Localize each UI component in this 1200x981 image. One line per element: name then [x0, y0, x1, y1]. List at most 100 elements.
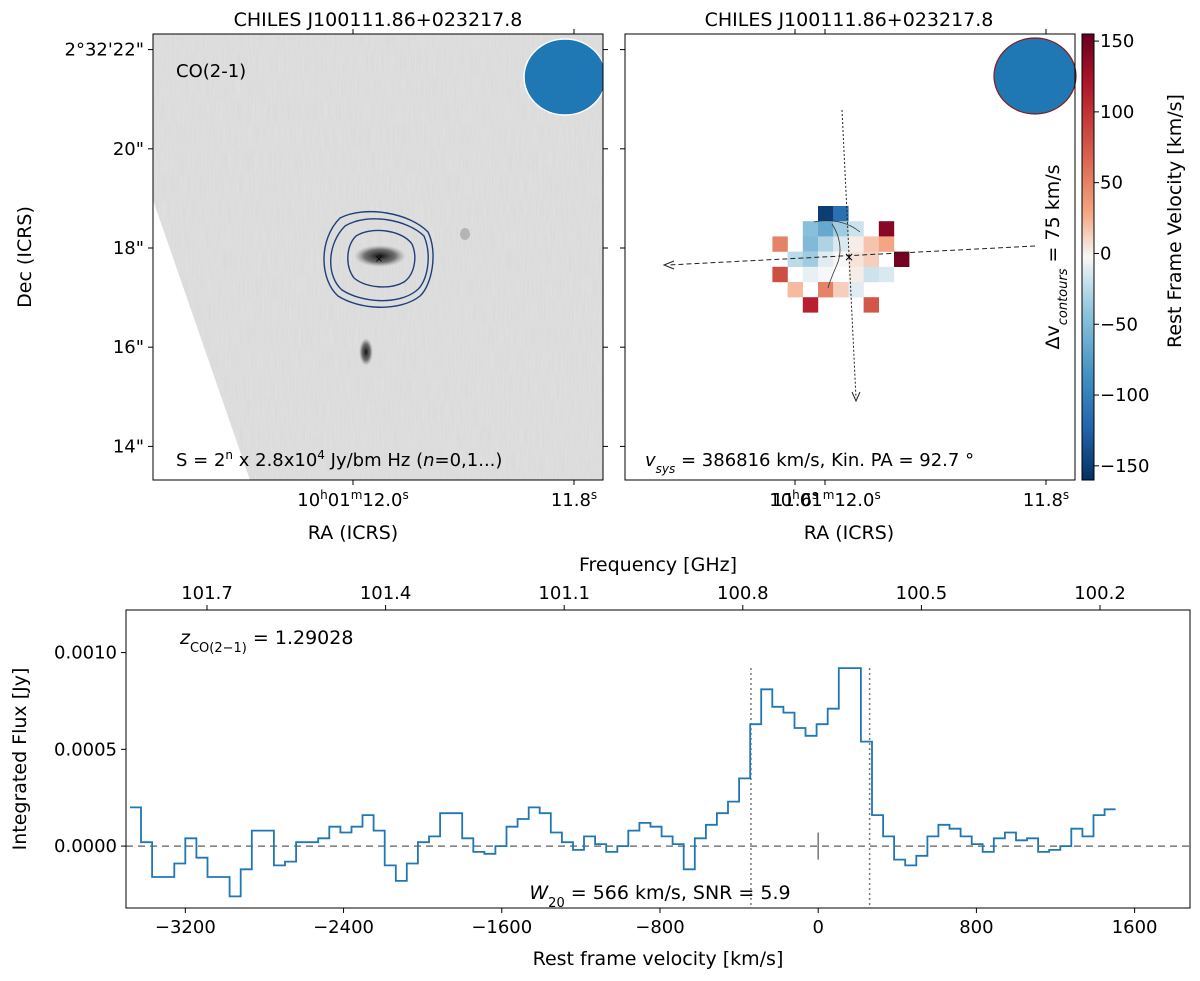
velocity-pixel [863, 251, 879, 267]
velocity-pixel [878, 266, 895, 283]
velocity-pixel [772, 266, 788, 283]
velocity-pixel [894, 251, 910, 267]
colorbar-ticks: 150 100 50 0 −50 −100 −150 [1094, 31, 1149, 477]
left-panel-title: CHILES J100111.86+023217.8 [234, 9, 523, 31]
left-y-axis: 2°32'22" 20" 18" 16" 14" [65, 40, 608, 457]
velocity-pixel [818, 266, 834, 283]
left-frame [152, 33, 604, 481]
secondary-blob [359, 338, 373, 366]
colorbar-tick-label: 100 [1100, 102, 1134, 123]
velocity-pixel [848, 266, 864, 283]
frequency-tick-label: 101.4 [360, 583, 412, 604]
velocity-pixel [833, 251, 849, 267]
y-tick-label: 18" [113, 238, 144, 259]
velocity-pixel [802, 221, 819, 237]
x-tick-label: 11.6s [772, 488, 818, 511]
right-panel: CHILES J100111.86+023217.8 × vsys = 3868… [620, 9, 1077, 544]
velocity-pixel [833, 221, 849, 237]
colorbar-tick-label: −50 [1100, 314, 1138, 335]
y-tick-label: 16" [113, 337, 144, 358]
velocity-pixel [787, 282, 803, 298]
velocity-contours [813, 220, 861, 289]
major-axis-arrowhead [662, 260, 675, 270]
velocity-tick-label: −2400 [313, 917, 374, 938]
velocity-pixel [818, 251, 834, 267]
right-xlabel: RA (ICRS) [804, 522, 894, 544]
spectrum-plot-area [126, 667, 1190, 908]
velocity-pixel [848, 236, 864, 252]
y-tick-label: 2°32'22" [65, 40, 145, 61]
velocity-tick-label: −1600 [471, 917, 532, 938]
colorbar-tick-label: 50 [1100, 173, 1123, 194]
y-tick-label: 14" [113, 436, 144, 457]
minor-axis-line [841, 109, 857, 399]
velocity-pixel [848, 282, 864, 298]
velocity-pixel [848, 251, 864, 267]
velocity-tick-label: 1600 [1112, 917, 1158, 938]
kinematics-caption: vsys = 386816 km/s, Kin. PA = 92.7 ° [645, 450, 974, 476]
velocity-field [772, 206, 910, 313]
velocity-pixel [818, 236, 834, 252]
velocity-pixel [802, 266, 819, 283]
left-ylabel: Dec (ICRS) [14, 206, 36, 308]
velocity-tick-label: −3200 [155, 917, 216, 938]
velocity-pixel [772, 236, 788, 252]
contour-level-0 [323, 210, 434, 308]
minor-axis-arrowhead [851, 391, 861, 403]
kinematic-center-marker: × [844, 250, 854, 264]
spectrum-frame [125, 609, 1191, 909]
left-panel: CHILES J100111.86+023217.8 × CO(2-1) S =… [14, 9, 818, 544]
iso-velocity-line [827, 223, 841, 289]
velocity-tick-label: 0 [812, 917, 823, 938]
frequency-tick-label: 101.7 [181, 583, 233, 604]
spectrum-xlabel: Rest frame velocity [km/s] [533, 948, 784, 970]
flux-tick-label: 0.0010 [54, 643, 117, 664]
right-frame [624, 33, 1076, 481]
velocity-pixel [863, 297, 879, 313]
velocity-axis: −3200 −2400 −1600 −800 0 800 1600 [155, 908, 1158, 938]
colorbar-tick-label: −100 [1100, 385, 1149, 406]
iso-velocity-line [813, 220, 861, 233]
flux-axis: 0.0000 0.0005 0.0010 [54, 643, 126, 857]
velocity-pixel [833, 206, 849, 222]
colorbar-gradient [1081, 33, 1095, 481]
x-tick-label: 10h01m12.0s [297, 488, 408, 511]
image-blank-wedge [153, 34, 250, 480]
flux-tick-label: 0.0005 [54, 739, 117, 760]
spectrum-series [130, 667, 1116, 898]
frequency-axis-label: Frequency [GHz] [579, 554, 737, 576]
source-blob [354, 245, 406, 267]
frequency-tick-label: 101.1 [538, 583, 590, 604]
x-tick-label: 11.8s [551, 488, 597, 511]
velocity-pixel [833, 282, 849, 298]
w20-limits [750, 668, 871, 908]
colorbar-tick-label: 0 [1100, 243, 1111, 264]
beam-ellipse [523, 38, 603, 116]
colorbar: 150 100 50 0 −50 −100 −150 Rest Frame Velocity… [1081, 31, 1186, 481]
velocity-pixel [863, 236, 879, 252]
frequency-tick-label: 100.5 [896, 583, 948, 604]
velocity-tick-label: −800 [635, 917, 684, 938]
contour-level-1 [330, 218, 429, 302]
velocity-pixel [787, 251, 803, 267]
beam-ellipse-right [993, 37, 1077, 115]
kinematic-axes [662, 109, 1036, 403]
contour-spacing-note: Δvcontours = 75 km/s [1042, 164, 1071, 349]
flux-tick-label: 0.0000 [54, 836, 117, 857]
velocity-pixel [802, 297, 819, 313]
frequency-axis: 101.7 101.4 101.1 100.8 100.5 100.2 [181, 583, 1126, 610]
colorbar-tick-label: 150 [1100, 31, 1134, 52]
source-marker: × [375, 254, 383, 265]
velocity-pixel [878, 236, 895, 252]
velocity-pixel [818, 282, 834, 298]
spectrum-ylabel: Integrated Flux [Jy] [9, 668, 31, 851]
contour-level-2 [347, 229, 416, 288]
redshift-annotation: zCO(2−1) = 1.29028 [179, 627, 353, 656]
right-panel-title: CHILES J100111.86+023217.8 [705, 9, 994, 31]
velocity-pixel [818, 206, 834, 222]
right-y-axis [620, 49, 625, 447]
co-contours [323, 210, 434, 308]
frequency-tick-label: 100.2 [1074, 583, 1126, 604]
y-tick-label: 20" [113, 139, 144, 160]
